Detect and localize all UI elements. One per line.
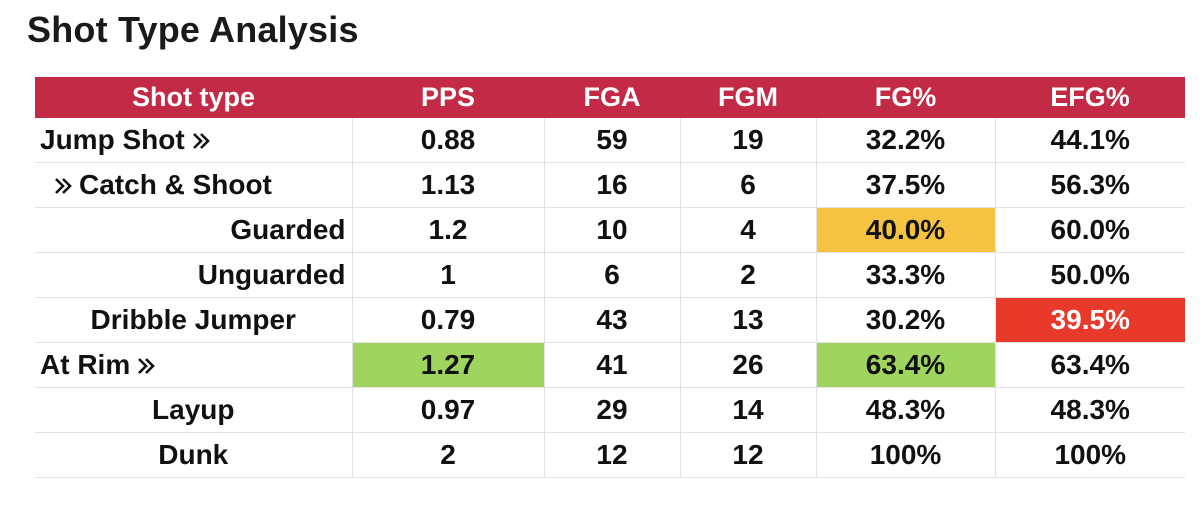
table-header-row: Shot type PPS FGA FGM FG% EFG% [35, 77, 1185, 118]
table-row: Dunk 2 12 12 100% 100% [35, 432, 1185, 478]
value-cell: 13 [679, 297, 816, 343]
value-cell: 14 [679, 387, 816, 433]
value-cell: 63.4% [994, 342, 1185, 388]
row-label: Catch & Shoot [79, 169, 272, 200]
value-cell: 33.3% [815, 252, 995, 298]
row-label-cell: Dribble Jumper [35, 297, 352, 343]
row-label: Dunk [158, 439, 229, 470]
double-chevron-right-icon [136, 349, 156, 380]
table-row: Dribble Jumper 0.79 43 13 30.2% 39.5% [35, 297, 1185, 343]
table-row: Guarded 1.2 10 4 40.0% 60.0% [35, 207, 1185, 253]
value-cell: 0.79 [351, 297, 544, 343]
row-label: At Rim [40, 349, 131, 380]
row-label: Jump Shot [40, 124, 185, 155]
table-row: Jump Shot 0.88 59 19 32.2% 44.1% [35, 118, 1185, 163]
value-cell: 37.5% [815, 162, 995, 208]
value-cell: 1.27 [351, 342, 544, 388]
value-cell: 26 [679, 342, 816, 388]
value-cell: 100% [815, 432, 995, 478]
value-cell: 48.3% [994, 387, 1185, 433]
value-cell: 1.2 [351, 207, 544, 253]
column-header: FGM [680, 77, 816, 118]
row-label-cell: Unguarded [35, 252, 352, 298]
value-cell: 4 [679, 207, 816, 253]
value-cell: 48.3% [815, 387, 995, 433]
column-header: EFG% [995, 77, 1185, 118]
table-row: Catch & Shoot 1.13 16 6 37.5% 56.3% [35, 162, 1185, 208]
value-cell: 63.4% [815, 342, 995, 388]
value-cell: 32.2% [815, 118, 995, 163]
row-label: Layup [152, 394, 235, 425]
column-header: FG% [816, 77, 995, 118]
row-label: Dribble Jumper [90, 304, 296, 335]
value-cell: 12 [543, 432, 680, 478]
value-cell: 39.5% [994, 297, 1185, 343]
value-cell: 6 [543, 252, 680, 298]
column-header: Shot type [35, 77, 352, 118]
value-cell: 19 [679, 118, 816, 163]
value-cell: 16 [543, 162, 680, 208]
shot-type-table: Shot type PPS FGA FGM FG% EFG% Jump Shot… [35, 77, 1185, 478]
row-label: Unguarded [197, 259, 346, 290]
row-label-cell: Catch & Shoot [35, 162, 352, 208]
value-cell: 56.3% [994, 162, 1185, 208]
row-label-cell: At Rim [35, 342, 352, 388]
row-label-cell: Dunk [35, 432, 352, 478]
value-cell: 1.13 [351, 162, 544, 208]
value-cell: 1 [351, 252, 544, 298]
value-cell: 40.0% [815, 207, 995, 253]
value-cell: 44.1% [994, 118, 1185, 163]
value-cell: 2 [351, 432, 544, 478]
table-row: At Rim 1.27 41 26 63.4% 63.4% [35, 342, 1185, 388]
row-label-cell: Jump Shot [35, 118, 352, 163]
value-cell: 6 [679, 162, 816, 208]
value-cell: 2 [679, 252, 816, 298]
table-row: Unguarded 1 6 2 33.3% 50.0% [35, 252, 1185, 298]
value-cell: 50.0% [994, 252, 1185, 298]
row-label: Guarded [230, 214, 346, 245]
page-title: Shot Type Analysis [27, 9, 359, 50]
value-cell: 100% [994, 432, 1185, 478]
value-cell: 30.2% [815, 297, 995, 343]
table-row: Layup 0.97 29 14 48.3% 48.3% [35, 387, 1185, 433]
value-cell: 12 [679, 432, 816, 478]
value-cell: 60.0% [994, 207, 1185, 253]
column-header: FGA [544, 77, 680, 118]
value-cell: 0.97 [351, 387, 544, 433]
value-cell: 59 [543, 118, 680, 163]
value-cell: 41 [543, 342, 680, 388]
value-cell: 10 [543, 207, 680, 253]
row-label-cell: Layup [35, 387, 352, 433]
double-chevron-right-icon [53, 169, 73, 200]
value-cell: 43 [543, 297, 680, 343]
row-label-cell: Guarded [35, 207, 352, 253]
double-chevron-right-icon [191, 124, 211, 155]
value-cell: 29 [543, 387, 680, 433]
table-body: Jump Shot 0.88 59 19 32.2% 44.1% Catch & Shoot… [35, 118, 1185, 478]
value-cell: 0.88 [351, 118, 544, 163]
column-header: PPS [352, 77, 544, 118]
